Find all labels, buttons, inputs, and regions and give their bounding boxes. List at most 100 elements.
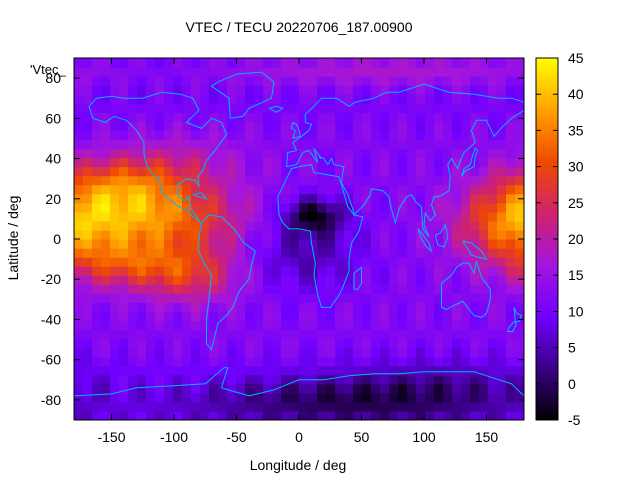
- heatmap-cell: [335, 103, 345, 113]
- heatmap-cell: [182, 112, 192, 122]
- heatmap-cell: [425, 320, 435, 331]
- heatmap-cell: [479, 220, 489, 231]
- heatmap-cell: [155, 139, 165, 150]
- heatmap-cell: [263, 383, 273, 394]
- heatmap-cell: [92, 202, 102, 213]
- heatmap-cell: [227, 76, 237, 86]
- heatmap-cell: [461, 85, 471, 95]
- heatmap-cell: [407, 257, 417, 267]
- heatmap-cell: [470, 257, 480, 267]
- heatmap-cell: [461, 329, 471, 340]
- heatmap-cell: [227, 85, 237, 95]
- heatmap-cell: [299, 392, 309, 403]
- heatmap-cell: [317, 266, 327, 276]
- heatmap-cell: [245, 338, 255, 349]
- heatmap-cell: [92, 76, 102, 86]
- heatmap-cell: [407, 284, 417, 294]
- heatmap-cell: [119, 311, 129, 322]
- heatmap-cell: [398, 229, 408, 240]
- heatmap-cell: [110, 94, 120, 104]
- heatmap-cell: [371, 239, 381, 249]
- heatmap-cell: [299, 103, 309, 113]
- heatmap-cell: [164, 67, 174, 77]
- heatmap-cell: [371, 58, 381, 68]
- heatmap-cell: [137, 94, 147, 104]
- heatmap-cell: [182, 320, 192, 331]
- heatmap-cell: [506, 211, 516, 222]
- heatmap-cell: [425, 311, 435, 322]
- heatmap-cell: [506, 67, 516, 77]
- heatmap-cell: [281, 157, 291, 168]
- heatmap-cell: [353, 347, 363, 358]
- heatmap-cell: [74, 401, 84, 412]
- heatmap-cell: [209, 338, 219, 349]
- heatmap-cell: [443, 157, 453, 168]
- heatmap-cell: [524, 103, 534, 113]
- heatmap-cell: [470, 347, 480, 358]
- heatmap-cell: [371, 275, 381, 285]
- heatmap-cell: [488, 293, 498, 303]
- heatmap-cell: [137, 401, 147, 412]
- heatmap-cell: [335, 202, 345, 213]
- heatmap-cell: [425, 374, 435, 385]
- heatmap-cell: [281, 338, 291, 349]
- heatmap-cell: [506, 302, 516, 312]
- heatmap-cell: [524, 302, 534, 312]
- heatmap-cell: [272, 67, 282, 77]
- heatmap-cell: [479, 76, 489, 86]
- heatmap-cell: [416, 139, 426, 150]
- heatmap-cell: [155, 58, 165, 68]
- heatmap-cell: [443, 401, 453, 412]
- heatmap-cell: [344, 275, 354, 285]
- heatmap-cell: [146, 275, 156, 285]
- heatmap-cell: [263, 211, 273, 222]
- heatmap-cell: [119, 103, 129, 113]
- heatmap-cell: [191, 130, 201, 141]
- heatmap-cell: [200, 121, 210, 131]
- heatmap-cell: [128, 166, 138, 177]
- heatmap-cell: [461, 275, 471, 285]
- heatmap-cell: [245, 293, 255, 303]
- heatmap-cell: [389, 347, 399, 358]
- heatmap-cell: [218, 401, 228, 412]
- heatmap-cell: [380, 67, 390, 77]
- heatmap-cell: [344, 302, 354, 312]
- heatmap-cell: [416, 257, 426, 267]
- heatmap-cell: [290, 248, 300, 258]
- heatmap-cell: [155, 401, 165, 412]
- heatmap-cell: [137, 67, 147, 77]
- heatmap-cell: [344, 85, 354, 95]
- heatmap-cell: [326, 94, 336, 104]
- heatmap-cell: [452, 320, 462, 331]
- heatmap-cell: [452, 266, 462, 276]
- heatmap-cell: [425, 193, 435, 204]
- heatmap-cell: [173, 139, 183, 150]
- heatmap-cell: [119, 338, 129, 349]
- heatmap-cell: [344, 157, 354, 168]
- heatmap-cell: [344, 410, 354, 420]
- heatmap-cell: [209, 130, 219, 141]
- heatmap-cell: [389, 85, 399, 95]
- key-label: 'Vtec_: [30, 62, 66, 77]
- heatmap-cell: [182, 266, 192, 276]
- heatmap-cell: [524, 176, 534, 186]
- heatmap-cell: [128, 175, 138, 186]
- heatmap-cell: [506, 266, 516, 276]
- heatmap-cell: [209, 320, 219, 331]
- heatmap-cell: [389, 293, 399, 303]
- heatmap-cell: [470, 374, 480, 385]
- heatmap-cell: [299, 329, 309, 340]
- heatmap-cell: [416, 356, 426, 367]
- heatmap-cell: [128, 94, 138, 104]
- heatmap-cell: [191, 67, 201, 77]
- heatmap-cell: [281, 193, 291, 204]
- heatmap-cell: [209, 67, 219, 77]
- heatmap-cell: [434, 239, 444, 249]
- heatmap-cell: [92, 148, 102, 159]
- heatmap-cell: [308, 130, 318, 141]
- heatmap-cell: [155, 220, 165, 231]
- heatmap-cell: [389, 58, 399, 68]
- heatmap-cell: [416, 392, 426, 403]
- heatmap-cell: [254, 121, 264, 131]
- heatmap-cell: [164, 239, 174, 249]
